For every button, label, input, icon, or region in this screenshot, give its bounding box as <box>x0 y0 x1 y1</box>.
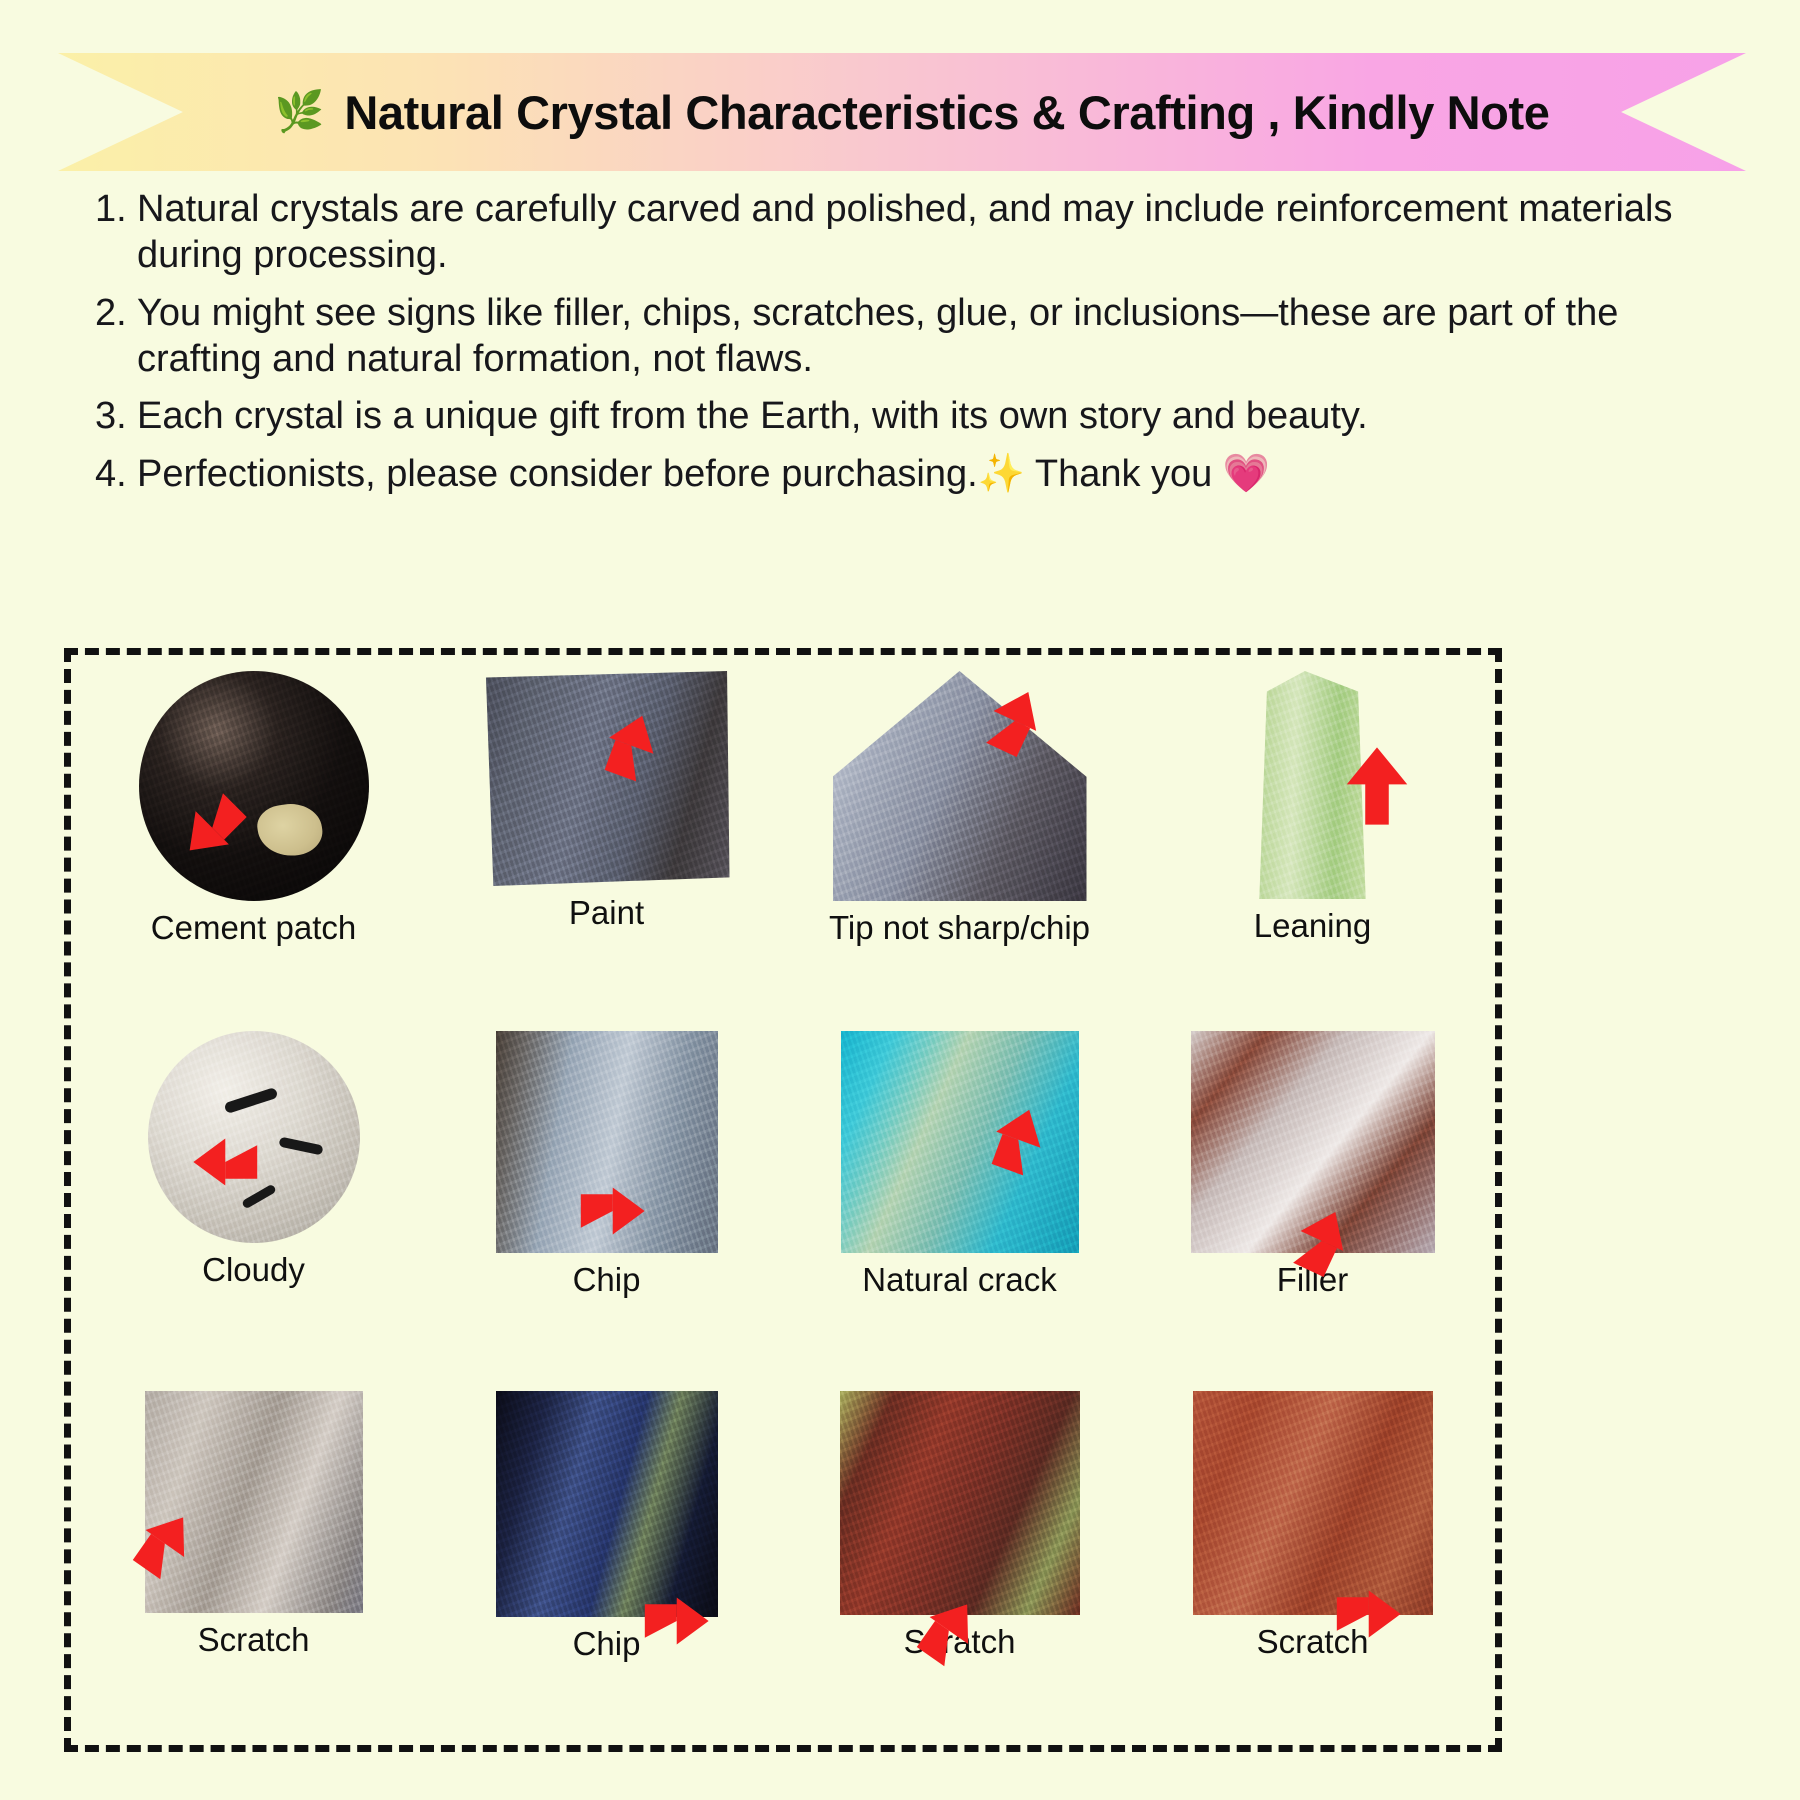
gallery-caption: Scratch <box>903 1623 1016 1660</box>
gallery-caption: Cement patch <box>150 909 357 946</box>
gallery-cell: Paint <box>430 665 783 1025</box>
thumbnail <box>484 671 730 886</box>
list-item-text: You might see signs like filler, chips, … <box>137 291 1619 381</box>
list-item-number: 1. <box>95 188 127 230</box>
gallery-caption: Chip <box>572 1625 641 1662</box>
gallery-caption: Natural crack <box>862 1261 1057 1298</box>
gallery-caption: Paint <box>568 894 645 931</box>
herb-leaf-icon: 🌿 <box>274 90 325 134</box>
header-ribbon-banner: 🌿 Natural Crystal Characteristics & Craf… <box>58 53 1746 171</box>
notes-list: 1. Natural crystals are carefully carved… <box>95 186 1715 508</box>
crystal-photo-point <box>832 671 1087 901</box>
thumbnail <box>138 671 369 901</box>
list-item: 4. Perfectionists, please consider befor… <box>95 451 1715 497</box>
gallery-cell: Scratch <box>77 1385 430 1745</box>
crystal-photo-sphere-cloudy <box>147 1031 360 1243</box>
thumbnail <box>1218 671 1408 899</box>
gallery-cell: Natural crack <box>783 1025 1136 1385</box>
gallery-cell: Leaning <box>1136 665 1489 1025</box>
gallery-cell: Scratch <box>783 1385 1136 1745</box>
crystal-photo-paint <box>485 671 730 886</box>
list-item-number: 4. <box>95 452 127 495</box>
gallery-cell: Cement patch <box>77 665 430 1025</box>
list-item-text: Each crystal is a unique gift from the E… <box>137 395 1368 438</box>
gallery-cell: Tip not sharp/chip <box>783 665 1136 1025</box>
list-item: 2. You might see signs like filler, chip… <box>95 290 1715 383</box>
list-item-text: Natural crystals are carefully carved an… <box>137 188 1673 277</box>
crystal-photo-scratch-gray <box>144 1391 363 1613</box>
list-item: 1. Natural crystals are carefully carved… <box>95 186 1715 279</box>
gallery-caption: Scratch <box>1256 1623 1369 1660</box>
crystal-photo-sphere-black <box>138 671 369 901</box>
page-title: Natural Crystal Characteristics & Crafti… <box>344 85 1550 139</box>
crystal-photo-filler <box>1190 1031 1435 1253</box>
list-item-number: 2. <box>95 291 127 334</box>
gallery-caption: Filler <box>1276 1261 1349 1298</box>
gallery-caption: Scratch <box>197 1621 310 1658</box>
crystal-photo-chip-blue <box>495 1391 718 1617</box>
gallery-cell: Scratch <box>1136 1385 1489 1745</box>
banner-background: 🌿 Natural Crystal Characteristics & Craf… <box>58 53 1746 171</box>
crystal-photo-crack <box>840 1031 1079 1253</box>
gallery-caption: Chip <box>572 1261 641 1298</box>
crystal-photo-tower <box>1259 671 1366 899</box>
gallery-caption: Tip not sharp/chip <box>828 909 1091 946</box>
list-item-number: 3. <box>95 395 127 438</box>
list-item: 3. Each crystal is a unique gift from th… <box>95 393 1715 439</box>
defect-grid: Cement patch Paint Tip not sharp/chip <box>71 655 1495 1745</box>
crystal-photo-scratch-red <box>839 1391 1080 1615</box>
defect-examples-gallery: Cement patch Paint Tip not sharp/chip <box>64 648 1502 1752</box>
gallery-cell: Filler <box>1136 1025 1489 1385</box>
crystal-photo-scratch-brick <box>1192 1391 1433 1615</box>
crystal-photo-chip <box>495 1031 718 1253</box>
gallery-caption: Cloudy <box>202 1251 305 1288</box>
gallery-caption: Leaning <box>1253 907 1372 944</box>
gallery-cell: Chip <box>430 1385 783 1745</box>
list-item-text: Perfectionists, please consider before p… <box>137 452 1271 495</box>
gallery-cell: Cloudy <box>77 1025 430 1385</box>
thumbnail <box>832 671 1087 901</box>
gallery-cell: Chip <box>430 1025 783 1385</box>
thumbnail <box>147 1031 360 1243</box>
